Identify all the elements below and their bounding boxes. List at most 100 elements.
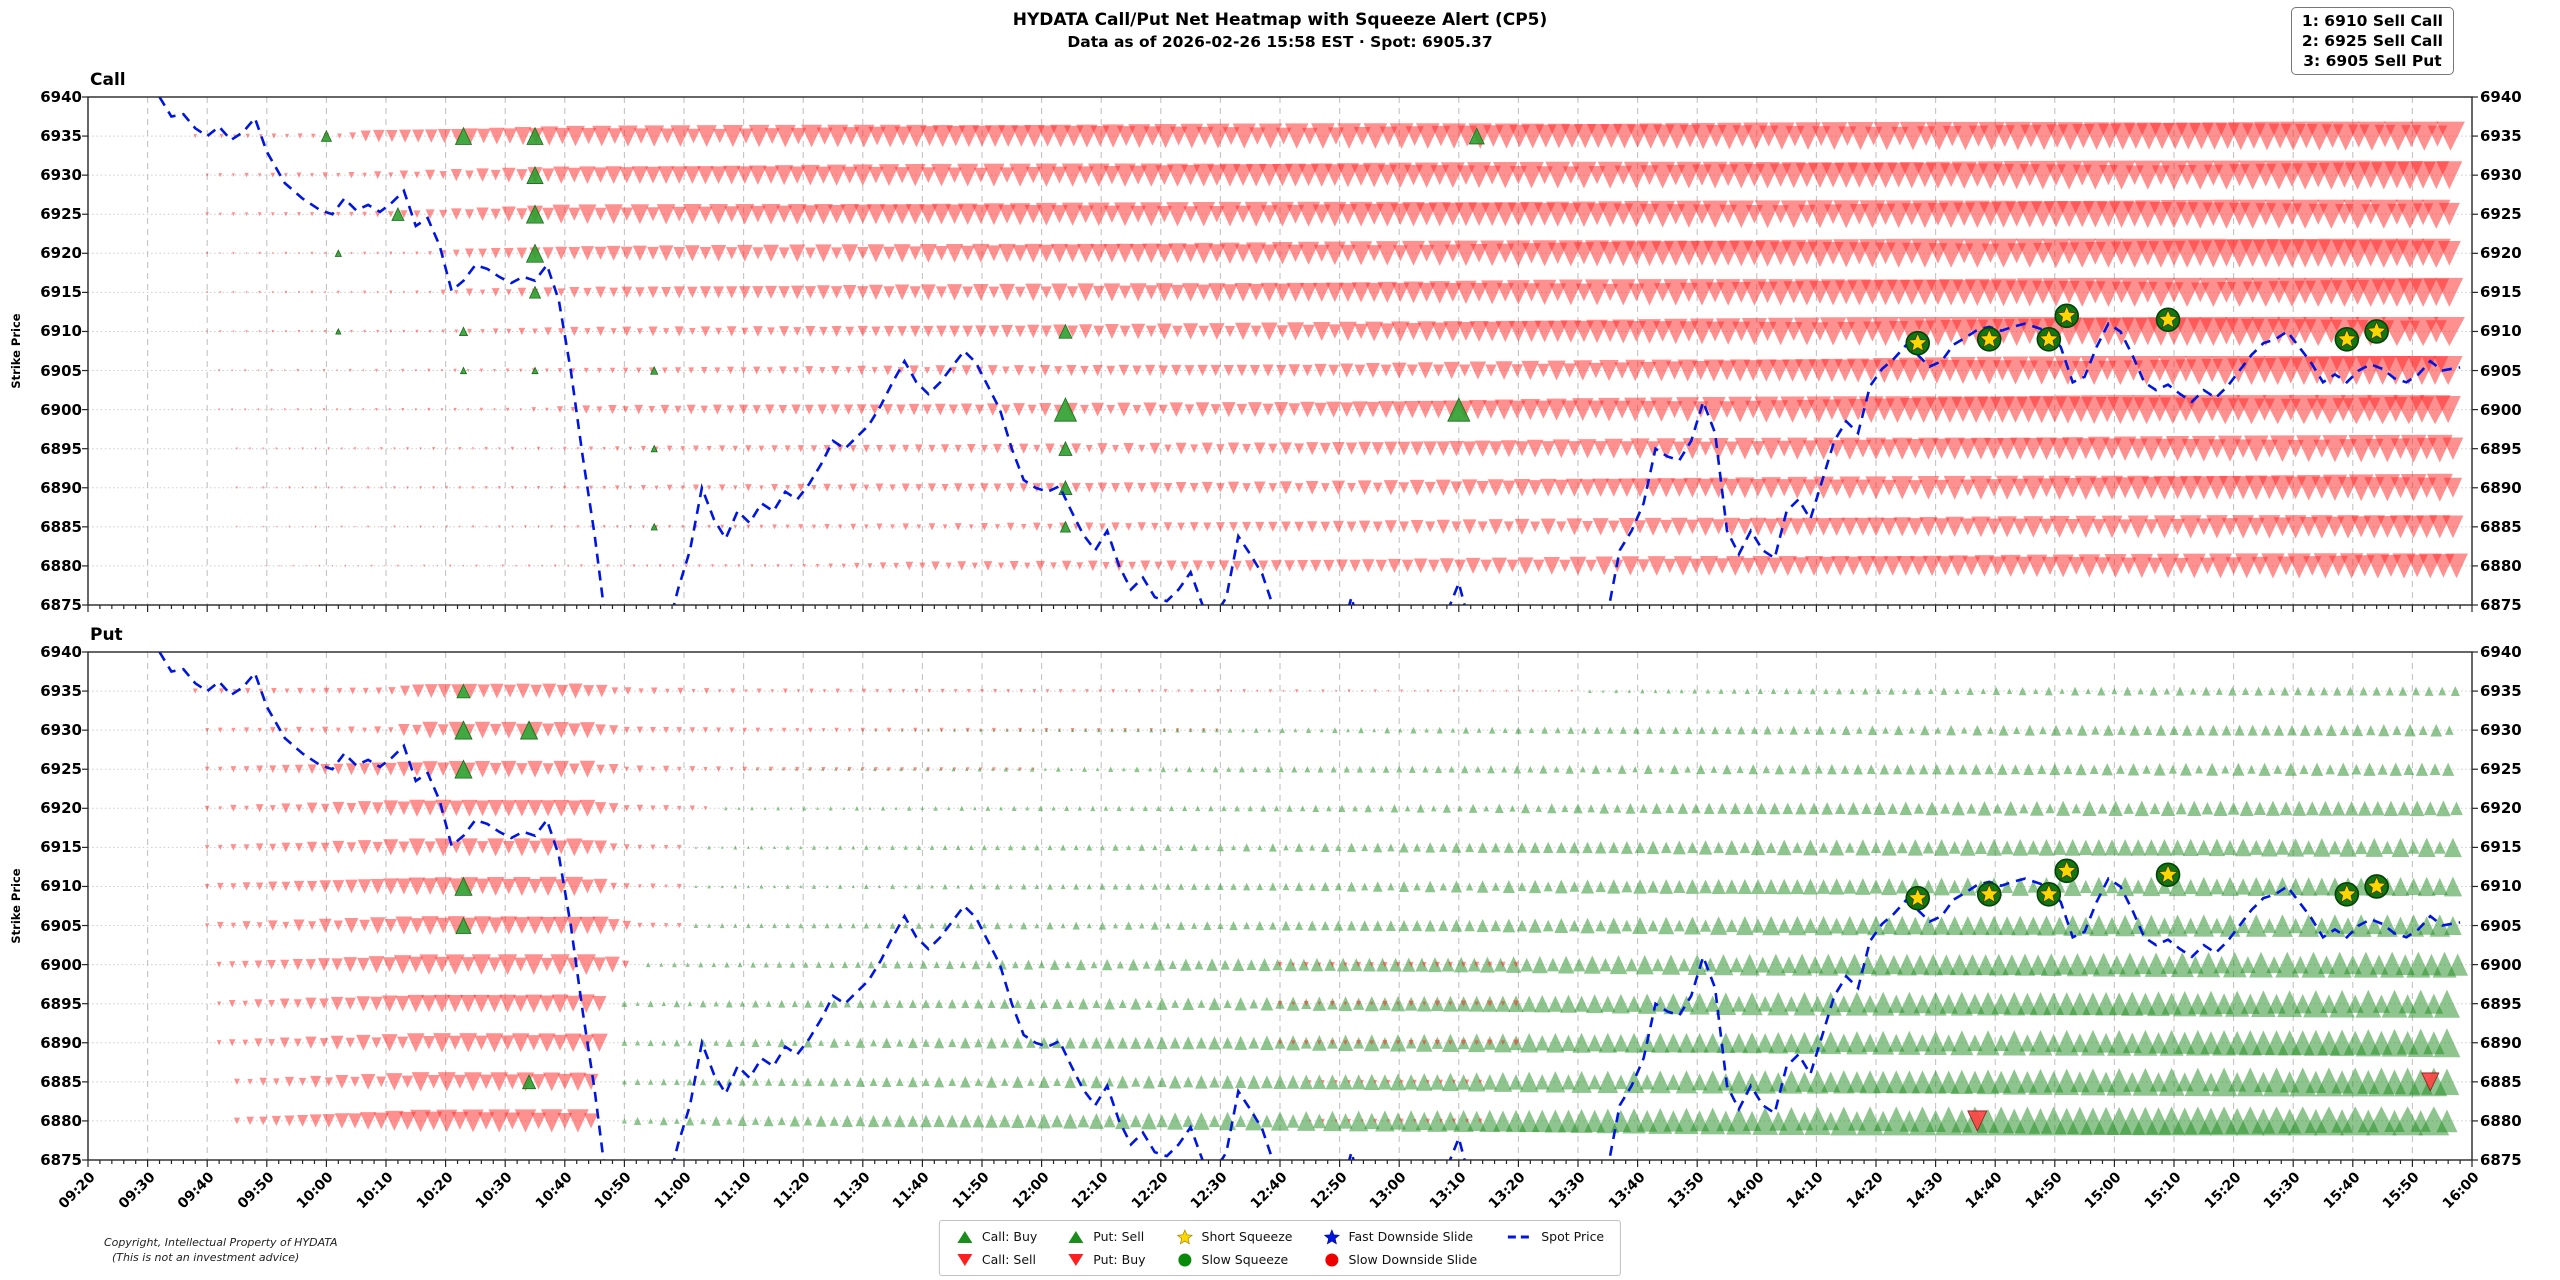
put-squeeze-markers	[1905, 858, 2389, 911]
put-signal-markers	[454, 683, 2440, 1132]
call-squeeze-markers	[1905, 303, 2389, 356]
green-circle-icon	[1178, 1253, 1192, 1266]
call-ticks	[82, 96, 2478, 612]
legend-col-slide: Fast Downside Slide Slow Downside Slide	[1322, 1227, 1477, 1269]
put-y-tick-label-right: 6925	[2480, 760, 2522, 778]
put-vgrid	[147, 652, 2413, 1160]
call-y-tick-label-right: 6910	[2480, 322, 2522, 340]
call-y-tick-label: 6885	[40, 518, 82, 536]
call-y-tick-label: 6900	[40, 401, 82, 419]
put-y-tick-label-right: 6920	[2480, 799, 2522, 817]
squeeze-alert-box: 1: 6910 Sell Call 2: 6925 Sell Call 3: 6…	[2290, 7, 2454, 76]
legend-item-put-buy: Put: Buy	[1067, 1250, 1146, 1269]
call-y-tick-label-right: 6885	[2480, 518, 2522, 536]
call-y-tick-label: 6880	[40, 557, 82, 575]
put-y-tick-label: 6880	[40, 1112, 82, 1130]
legend-col-squeeze: Short Squeeze Slow Squeeze	[1176, 1227, 1293, 1269]
legend-item-fast-downside-slide: Fast Downside Slide	[1322, 1227, 1477, 1246]
put-y-tick-label-right: 6875	[2480, 1151, 2522, 1169]
dashed-line-icon	[1508, 1235, 1533, 1238]
call-y-tick-label: 6905	[40, 362, 82, 380]
copyright-line-1: Copyright, Intellectual Property of HYDA…	[104, 1236, 338, 1249]
legend-item-slow-downside-slide: Slow Downside Slide	[1322, 1250, 1477, 1269]
call-y-tick-label: 6935	[40, 127, 82, 145]
call-y-tick-label-right: 6925	[2480, 205, 2522, 223]
legend-item-call-buy: Call: Buy	[956, 1227, 1037, 1246]
put-y-tick-label: 6895	[40, 995, 82, 1013]
page-title: HYDATA Call/Put Net Heatmap with Squeeze…	[1012, 10, 1548, 30]
call-y-tick-label: 6920	[40, 244, 82, 262]
put-y-tick-label: 6910	[40, 877, 82, 895]
legend-label: Put: Buy	[1093, 1252, 1146, 1267]
call-panel-title: Call	[90, 70, 126, 90]
put-y-tick-label-right: 6895	[2480, 995, 2522, 1013]
triangle-down-icon	[1068, 1253, 1084, 1266]
legend-item-put-sell: Put: Sell	[1067, 1227, 1145, 1246]
put-panel-title: Put	[90, 625, 123, 645]
call-y-tick-label: 6940	[40, 88, 82, 106]
put-ticks	[82, 651, 2478, 1167]
legend-item-call-sell: Call: Sell	[956, 1250, 1037, 1269]
call-y-tick-label: 6910	[40, 322, 82, 340]
legend-label: Call: Buy	[981, 1229, 1038, 1244]
legend-label: Spot Price	[1541, 1229, 1605, 1244]
put-y-tick-label-right: 6880	[2480, 1112, 2522, 1130]
call-y-tick-label-right: 6915	[2480, 283, 2522, 301]
call-y-tick-label-right: 6890	[2480, 479, 2522, 497]
call-y-tick-label: 6925	[40, 205, 82, 223]
call-heatmap	[193, 121, 2468, 579]
put-y-tick-label-right: 6930	[2480, 721, 2522, 739]
call-spot-price-line	[158, 97, 2461, 605]
legend-item-slow-squeeze: Slow Squeeze	[1176, 1250, 1293, 1269]
put-y-tick-label-right: 6900	[2480, 956, 2522, 974]
legend-col-spot: Spot Price	[1507, 1227, 1604, 1246]
put-y-tick-label: 6920	[40, 799, 82, 817]
triangle-down-icon	[957, 1253, 973, 1266]
chart-legend: Call: Buy Call: Sell Put: Sell Put: Buy …	[938, 1220, 1622, 1276]
legend-label: Call: Sell	[981, 1252, 1036, 1267]
legend-col-put: Put: Sell Put: Buy	[1067, 1227, 1146, 1269]
put-y-tick-label-right: 6915	[2480, 838, 2522, 856]
put-y-tick-label-right: 6935	[2480, 682, 2522, 700]
put-spot-price-line	[158, 652, 2461, 1160]
alert-line-3: 3: 6905 Sell Put	[2303, 52, 2442, 71]
put-panel	[82, 651, 2478, 1167]
call-signal-markers	[320, 126, 1485, 533]
put-y-tick-label-right: 6940	[2480, 643, 2522, 661]
put-y-tick-label-right: 6910	[2480, 877, 2522, 895]
call-y-tick-label-right: 6920	[2480, 244, 2522, 262]
call-y-tick-label-right: 6875	[2480, 596, 2522, 614]
legend-col-call: Call: Buy Call: Sell	[956, 1227, 1037, 1269]
put-y-tick-label: 6875	[40, 1151, 82, 1169]
call-y-tick-label-right: 6930	[2480, 166, 2522, 184]
red-circle-icon	[1324, 1253, 1338, 1266]
put-y-tick-label: 6900	[40, 956, 82, 974]
legend-label: Fast Downside Slide	[1348, 1229, 1474, 1244]
alert-line-1: 1: 6910 Sell Call	[2301, 12, 2443, 30]
triangle-up-icon	[1068, 1230, 1084, 1243]
call-y-tick-label-right: 6880	[2480, 557, 2522, 575]
page-subtitle: Data as of 2026-02-26 15:58 EST · Spot: …	[1067, 33, 1493, 51]
yellow-star-icon	[1176, 1228, 1193, 1244]
legend-item-spot-price: Spot Price	[1507, 1227, 1604, 1246]
call-y-tick-label-right: 6940	[2480, 88, 2522, 106]
call-y-tick-label-right: 6905	[2480, 362, 2522, 380]
legend-item-short-squeeze: Short Squeeze	[1176, 1227, 1292, 1246]
alert-line-2: 2: 6925 Sell Call	[2301, 32, 2443, 51]
legend-label: Slow Squeeze	[1201, 1252, 1289, 1267]
copyright-line-2: (This is not an investment advice)	[112, 1250, 300, 1264]
put-y-tick-label: 6935	[40, 682, 82, 700]
call-y-tick-label-right: 6900	[2480, 401, 2522, 419]
call-panel	[82, 96, 2478, 612]
legend-label: Slow Downside Slide	[1348, 1252, 1478, 1267]
put-heatmap	[192, 683, 2469, 1136]
put-y-tick-label: 6885	[40, 1073, 82, 1091]
put-y-tick-label: 6915	[40, 838, 82, 856]
put-y-tick-label: 6940	[40, 643, 82, 661]
put-y-tick-label: 6925	[40, 760, 82, 778]
call-y-tick-label-right: 6895	[2480, 440, 2522, 458]
put-y-tick-label: 6905	[40, 917, 82, 935]
blue-star-icon	[1323, 1228, 1340, 1244]
